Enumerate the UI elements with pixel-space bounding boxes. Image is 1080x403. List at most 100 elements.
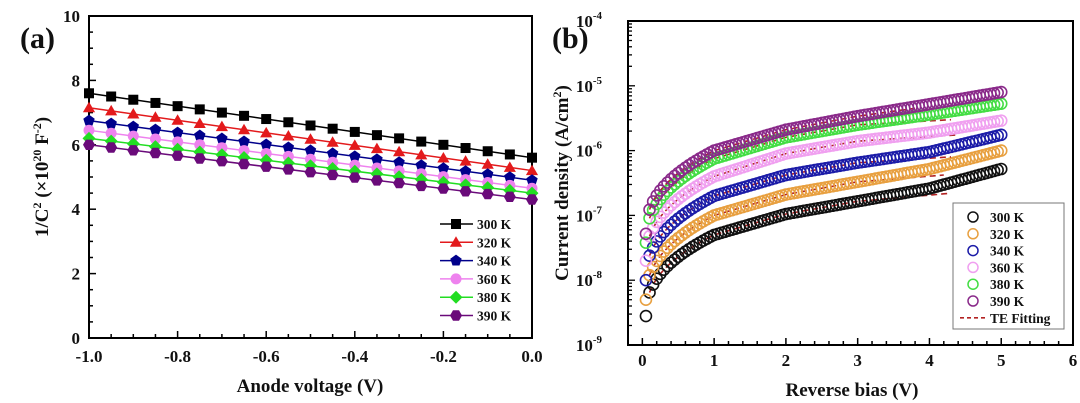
- data-point: [661, 259, 674, 273]
- data-point: [172, 136, 184, 148]
- legend-label: 300 K: [990, 210, 1025, 225]
- x-tick-label: 1: [710, 351, 719, 370]
- data-point: [481, 158, 494, 169]
- legend-label: 320 K: [990, 227, 1025, 242]
- data-point: [216, 142, 228, 154]
- data-point: [661, 241, 674, 255]
- data-point: [105, 117, 117, 129]
- data-point: [653, 184, 667, 197]
- x-tick-label: -0.6: [253, 347, 280, 366]
- data-point: [664, 198, 678, 212]
- data-point: [194, 104, 205, 115]
- data-point: [215, 120, 228, 132]
- data-point: [349, 126, 360, 137]
- data-point: [260, 161, 273, 172]
- tick-base: 10: [576, 336, 593, 355]
- data-point: [149, 111, 162, 122]
- data-point: [639, 254, 653, 267]
- data-point: [127, 145, 140, 156]
- legend-label: 340 K: [477, 254, 512, 269]
- x-tick-label: 3: [853, 351, 862, 370]
- data-point: [671, 192, 685, 206]
- data-point: [171, 150, 184, 161]
- legend-fit-label: TE Fitting: [990, 311, 1051, 326]
- panel-b-series: [639, 85, 1008, 323]
- series-340K: [83, 114, 538, 186]
- data-point: [459, 155, 472, 166]
- data-point: [83, 139, 95, 150]
- ylabel-a-sup1: 2: [30, 203, 44, 209]
- data-point: [171, 114, 184, 125]
- y-tick-label: 10-5: [576, 75, 603, 96]
- data-point: [657, 245, 671, 258]
- te-fit-line: [648, 192, 952, 293]
- data-point: [643, 286, 656, 299]
- data-point: [994, 85, 1008, 99]
- data-point: [261, 114, 272, 125]
- data-point: [238, 135, 250, 147]
- x-tick-label: 6: [1069, 351, 1078, 370]
- panel-a-ylabel: 1/C2 (×1020 F-2): [30, 117, 53, 237]
- legend-marker: [449, 236, 463, 247]
- data-point: [437, 183, 450, 194]
- data-point: [416, 136, 427, 147]
- y-tick-label: 8: [72, 71, 81, 90]
- data-point: [437, 152, 450, 163]
- data-point: [105, 104, 118, 116]
- data-point: [459, 165, 472, 177]
- data-point: [504, 149, 515, 160]
- tick-base: 10: [576, 206, 593, 225]
- data-point: [283, 117, 294, 128]
- data-point: [503, 191, 516, 202]
- data-point: [83, 114, 95, 126]
- ylabel-a-mid: (×10: [32, 162, 53, 203]
- panel-b-ticks: 0 1 2 3 4 5 610-910-810-710-610-510-4: [576, 10, 1077, 370]
- data-point: [657, 225, 671, 239]
- data-point: [305, 120, 316, 131]
- data-point: [646, 260, 660, 274]
- y-tick-label: 10-6: [576, 140, 603, 161]
- legend-marker: [450, 254, 462, 266]
- y-tick-label: 10-4: [576, 10, 603, 31]
- tick-base: 10: [576, 77, 593, 96]
- data-point: [643, 203, 656, 216]
- data-point: [327, 123, 338, 134]
- data-point: [657, 188, 671, 202]
- data-point: [526, 194, 538, 205]
- data-point: [994, 144, 1008, 157]
- data-point: [481, 188, 494, 200]
- x-tick-label: 4: [925, 351, 934, 370]
- legend-marker: [967, 278, 979, 290]
- tick-exponent: -5: [593, 75, 603, 87]
- data-point: [671, 231, 685, 245]
- tick-exponent: -6: [593, 140, 603, 152]
- data-point: [661, 202, 674, 216]
- ylabel-b-end: ): [552, 85, 573, 91]
- panel-a: (a) -1.0 -0.8 -0.6 -0.4 -0.2 0.0 0 2 4 6 8 10 Anode…: [20, 7, 543, 397]
- data-point: [82, 101, 96, 113]
- data-point: [149, 147, 162, 159]
- y-tick-label: 4: [72, 200, 81, 219]
- y-tick-label: 6: [72, 136, 81, 155]
- legend-marker: [449, 290, 463, 304]
- panel-b: (b) 0 1 2 3 4 5 610-910-810-710-610-510-4 Reve…: [550, 10, 1077, 401]
- tick-exponent: -9: [593, 334, 603, 346]
- data-point: [664, 172, 678, 186]
- series-390K: [83, 139, 538, 205]
- data-point: [671, 212, 685, 225]
- data-point: [304, 133, 317, 144]
- data-point: [371, 130, 382, 141]
- legend-label: 390 K: [477, 309, 512, 324]
- series-360K: [639, 114, 1008, 267]
- x-tick-label: 5: [997, 351, 1006, 370]
- legend-marker: [967, 228, 979, 240]
- data-point: [216, 107, 227, 118]
- data-point: [994, 162, 1008, 176]
- data-point: [482, 168, 494, 180]
- legend-marker: [967, 261, 979, 274]
- data-point: [348, 139, 361, 150]
- data-point: [348, 172, 361, 183]
- data-point: [127, 120, 139, 132]
- data-point: [415, 148, 428, 160]
- y-tick-label: 2: [72, 265, 81, 284]
